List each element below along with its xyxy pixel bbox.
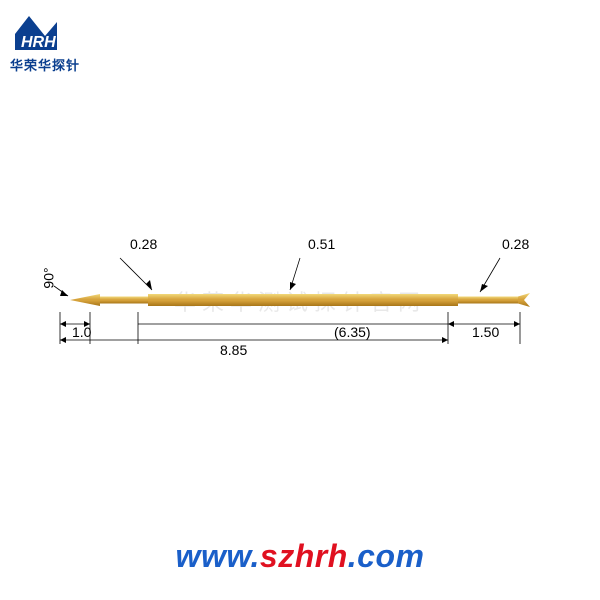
logo-mark-icon: HRH [13,10,77,54]
dim-tail-length: 1.50 [472,324,499,340]
dim-total-length: 8.85 [220,342,247,358]
dim-tip-diameter: 0.28 [130,236,157,252]
logo-chinese-text: 华荣华探针 [10,55,80,74]
dim-tail-diameter: 0.28 [502,236,529,252]
logo-abbr: HRH [21,34,56,51]
dim-tip-length: 1.0 [72,324,91,340]
url-domain: szhrh [260,538,348,574]
probe-diagram: 0.28 0.51 0.28 90° 1.0 8.85 (6.35) 1.50 [70,220,530,360]
brand-logo: HRH 华荣华探针 [10,10,80,74]
url-prefix: www. [176,538,260,574]
url-suffix: .com [348,538,425,574]
dim-barrel-length: (6.35) [334,324,371,340]
dim-body-diameter: 0.51 [308,236,335,252]
website-url: www.szhrh.com [176,538,425,575]
dim-tip-angle: 90° [41,267,57,288]
